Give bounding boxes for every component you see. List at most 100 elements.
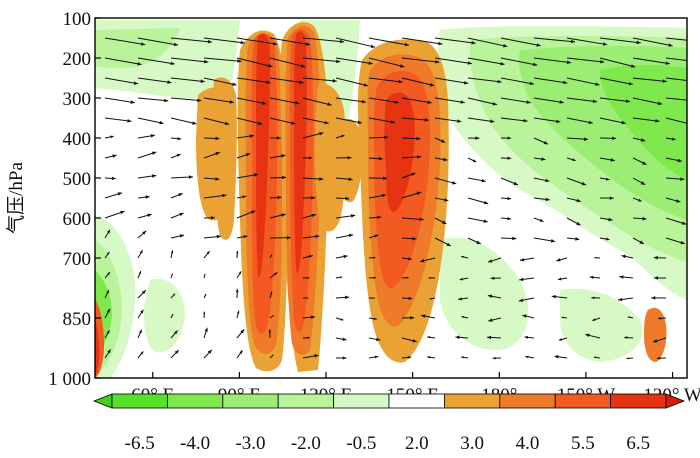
- wind-vector: [632, 37, 673, 47]
- colorbar-segment: [222, 393, 279, 409]
- wind-vector: [500, 236, 517, 241]
- wind-vector: [593, 356, 601, 359]
- wind-vector: [401, 217, 424, 222]
- wind-vector: [203, 216, 215, 220]
- y-tick-label: 700: [63, 249, 92, 270]
- wind-vector: [420, 314, 436, 319]
- wind-vector: [632, 97, 663, 106]
- wind-vector: [368, 193, 387, 199]
- wind-vector: [500, 217, 512, 221]
- wind-vector: [137, 270, 142, 279]
- wind-vector: [434, 177, 457, 185]
- wind-vector: [665, 97, 687, 101]
- wind-vector: [236, 195, 247, 199]
- wind-vector: [335, 317, 344, 321]
- wind-vector: [335, 57, 373, 65]
- wind-vector: [368, 135, 389, 140]
- wind-vector: [632, 197, 642, 202]
- wind-vector: [335, 177, 353, 182]
- wind-vector: [236, 250, 239, 259]
- colorbar-label: 3.0: [460, 433, 484, 454]
- colorbar: -6.5 -4.0 -3.0 -2.0 -0.5 2.0 3.0 4.0 5.5 6.5: [92, 393, 686, 454]
- wind-vector: [269, 175, 287, 180]
- wind-vector: [467, 157, 477, 163]
- y-tick-label: 600: [63, 209, 92, 230]
- wind-vector: [458, 297, 469, 301]
- wind-vector: [170, 250, 174, 259]
- wind-vector: [401, 296, 413, 300]
- wind-vector: [533, 177, 550, 183]
- wind-vector: [137, 309, 144, 319]
- wind-vector: [401, 236, 417, 241]
- wind-vector: [467, 37, 508, 48]
- wind-vector: [665, 137, 676, 141]
- wind-vector: [368, 276, 376, 279]
- wind-vector: [561, 316, 568, 319]
- wind-vector: [566, 197, 581, 203]
- wind-vectors: [104, 37, 687, 360]
- wind-vector: [533, 37, 576, 44]
- wind-vector: [665, 157, 682, 163]
- wind-vector: [137, 351, 144, 359]
- wind-vector: [533, 217, 544, 223]
- wind-vector: [522, 314, 535, 319]
- wind-vector: [203, 117, 230, 126]
- wind-vector: [104, 229, 111, 239]
- wind-vector: [533, 157, 546, 161]
- wind-vector: [104, 37, 146, 46]
- wind-vector: [599, 117, 626, 125]
- wind-vector: [302, 315, 316, 319]
- wind-vector: [556, 257, 568, 262]
- wind-vector: [558, 337, 568, 341]
- wind-vector: [104, 57, 142, 66]
- wind-vector: [236, 57, 273, 68]
- wind-vector: [500, 156, 512, 160]
- wind-vector: [434, 57, 472, 65]
- y-tick-label: 200: [63, 49, 92, 70]
- wind-vector: [632, 237, 645, 245]
- wind-vector: [302, 213, 317, 219]
- wind-vector: [566, 137, 589, 141]
- wind-vector: [170, 137, 182, 141]
- wind-vector: [137, 37, 179, 47]
- y-tick-label: 300: [63, 89, 92, 110]
- wind-vector: [203, 311, 206, 319]
- wind-vector: [269, 97, 300, 105]
- wind-vector: [104, 97, 135, 104]
- y-tick-label: 1 000: [48, 369, 91, 390]
- plot-area: [94, 17, 688, 379]
- wind-vector: [302, 117, 329, 125]
- wind-vector: [401, 257, 412, 261]
- wind-vector: [368, 234, 379, 239]
- negative-region-east-pacific: [437, 25, 687, 362]
- wind-vector: [651, 296, 667, 300]
- wind-vector: [335, 155, 352, 160]
- wind-vector: [269, 272, 278, 279]
- wind-vector: [269, 235, 291, 240]
- wind-vector: [269, 117, 296, 125]
- wind-vector: [500, 196, 512, 201]
- wind-vector: [599, 136, 617, 141]
- wind-vector: [268, 329, 272, 339]
- colorbar-label: -2.0: [291, 433, 321, 454]
- wind-vector: [269, 354, 274, 359]
- colorbar-label: -0.5: [346, 433, 376, 454]
- wind-vector: [236, 117, 263, 125]
- wind-vector: [302, 297, 309, 299]
- wind-vector: [104, 251, 110, 259]
- wind-vector: [137, 249, 144, 259]
- colorbar-segment: [166, 393, 224, 409]
- wind-vector: [236, 210, 256, 219]
- wind-vector: [401, 57, 440, 64]
- wind-vector: [594, 256, 601, 259]
- wind-vector: [236, 77, 271, 84]
- wind-vector: [461, 356, 469, 359]
- wind-vector: [467, 217, 488, 223]
- wind-vector: [519, 277, 535, 282]
- wind-vector: [434, 157, 448, 162]
- wind-vector: [335, 117, 362, 124]
- colorbar-label: 6.5: [626, 433, 650, 454]
- wind-vector: [269, 195, 282, 200]
- wind-vector: [401, 155, 422, 159]
- colorbar-min-extension: [92, 393, 113, 409]
